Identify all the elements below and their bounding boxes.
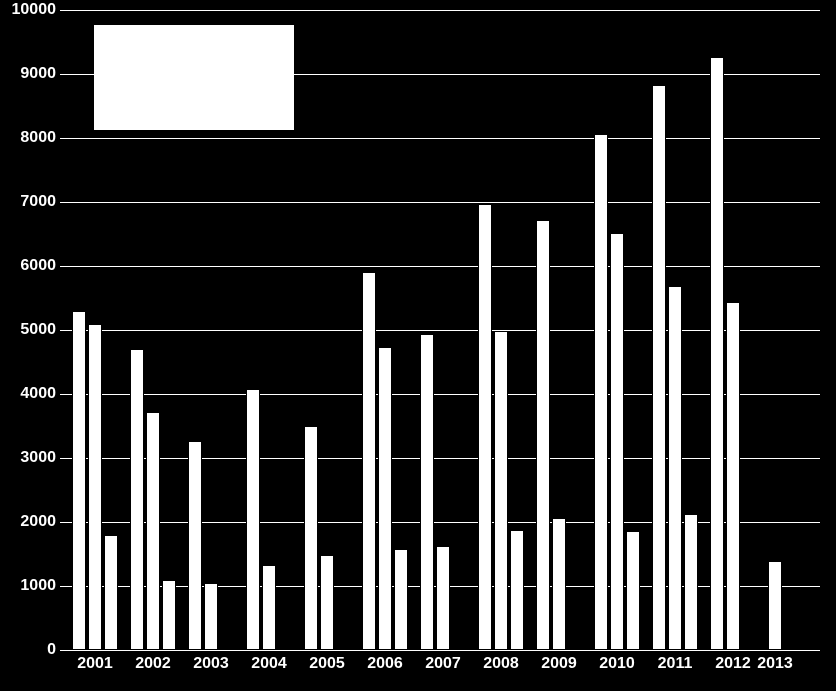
x-axis-tick-label: 2010 [599,655,635,673]
bar [536,220,550,650]
grid-line [60,330,820,331]
bar [262,565,276,650]
grid-line [60,458,820,459]
x-axis-tick-label: 2001 [77,655,113,673]
y-axis-tick-label: 6000 [20,257,56,275]
y-axis-tick-label: 3000 [20,449,56,467]
bar [72,311,86,650]
grid-line [60,266,820,267]
bar [494,331,508,650]
x-axis-tick-label: 2011 [658,655,693,673]
grid-line [60,10,820,11]
x-axis-tick-label: 2009 [541,655,577,673]
bar [88,324,102,650]
y-axis-tick-label: 4000 [20,385,56,403]
bar [362,272,376,650]
bar [204,583,218,650]
grid-line [60,138,820,139]
y-axis-tick-label: 7000 [20,193,56,211]
bar [768,561,782,650]
x-axis-tick-label: 2012 [715,655,751,673]
bar [594,134,608,650]
bar [246,389,260,650]
bar [668,286,682,650]
bar [130,349,144,650]
bar [710,57,724,650]
bar [394,549,408,650]
bar [684,514,698,650]
y-axis-tick-label: 8000 [20,129,56,147]
x-axis-tick-label: 2003 [193,655,229,673]
x-axis-tick-label: 2006 [367,655,403,673]
x-axis-tick-label: 2013 [757,655,793,673]
bar [104,535,118,650]
y-axis-tick-label: 10000 [12,1,57,19]
bar [320,555,334,650]
bar [510,530,524,650]
x-axis-tick-label: 2008 [483,655,519,673]
bar [552,518,566,650]
grid-line [60,522,820,523]
legend-box [94,25,294,130]
grid-line [60,202,820,203]
bar-chart: 0 1000 2000 3000 4000 5000 6000 7000 8000 9000 100… [0,0,836,691]
bar [478,204,492,650]
plot-area [60,10,820,650]
bar [162,580,176,650]
bar [726,302,740,650]
bar [188,441,202,650]
bar [420,334,434,650]
x-axis-tick-label: 2005 [309,655,345,673]
bar [146,412,160,650]
y-axis-tick-label: 0 [47,641,56,659]
bar [610,233,624,650]
grid-line [60,650,820,651]
x-axis-tick-label: 2004 [251,655,287,673]
y-axis-tick-label: 1000 [20,577,56,595]
bar [626,531,640,650]
x-axis-tick-label: 2007 [425,655,461,673]
y-axis-tick-label: 9000 [20,65,56,83]
y-axis-tick-label: 5000 [20,321,56,339]
x-axis-tick-label: 2002 [135,655,171,673]
grid-line [60,394,820,395]
bar [378,347,392,650]
y-axis-tick-label: 2000 [20,513,56,531]
bar [436,546,450,650]
bar [652,85,666,650]
bar [304,426,318,650]
